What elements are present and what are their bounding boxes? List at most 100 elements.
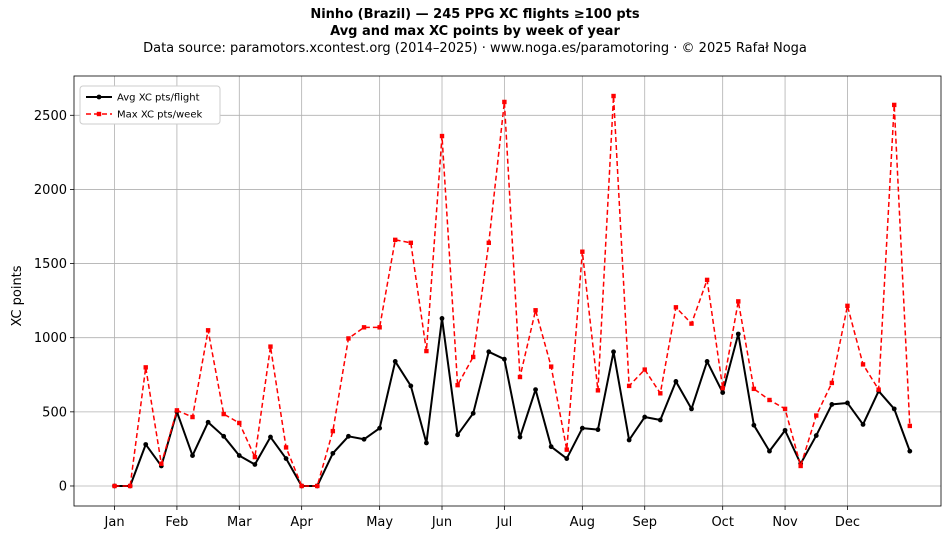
x-tick-label-may: May xyxy=(366,515,393,530)
data-point-avg xyxy=(813,433,819,438)
y-tick-label: 1000 xyxy=(34,331,67,346)
legend: Avg XC pts/flight Max XC pts/week xyxy=(79,85,221,125)
x-tick-label-aug: Aug xyxy=(570,515,595,530)
data-point-max xyxy=(798,463,803,469)
data-point-max xyxy=(689,321,694,326)
data-point-max xyxy=(658,391,663,396)
data-point-avg xyxy=(346,433,351,439)
data-point-avg xyxy=(455,432,461,438)
data-point-avg xyxy=(860,422,866,427)
data-point-avg xyxy=(501,356,507,362)
data-point-max xyxy=(814,413,819,418)
data-point-max xyxy=(424,348,429,354)
data-point-avg xyxy=(907,448,913,454)
data-point-max xyxy=(502,99,507,105)
data-point-avg xyxy=(221,433,227,439)
legend-avg-label: Avg XC pts/flight xyxy=(117,93,200,104)
data-point-max xyxy=(782,406,788,412)
data-point-avg xyxy=(579,425,585,431)
data-point-max xyxy=(377,325,382,330)
data-point-avg xyxy=(283,456,289,461)
legend-max-marker xyxy=(96,111,102,117)
data-point-max xyxy=(283,445,289,450)
y-tick-label: 2000 xyxy=(34,183,67,198)
data-point-max xyxy=(112,483,117,489)
data-point-max xyxy=(393,237,398,243)
data-point-avg xyxy=(657,417,663,423)
plot-frame xyxy=(73,75,942,507)
data-point-max xyxy=(159,461,164,466)
data-point-max xyxy=(845,303,850,309)
y-tick-label: 1500 xyxy=(34,257,67,272)
data-point-avg xyxy=(782,427,788,433)
data-point-max xyxy=(361,325,367,330)
data-point-avg xyxy=(626,437,632,443)
series-line-avg xyxy=(114,317,911,487)
data-point-max xyxy=(876,387,881,392)
data-point-max xyxy=(205,328,211,333)
data-point-avg xyxy=(720,390,726,395)
grid-layer xyxy=(74,76,941,506)
data-point-max xyxy=(408,240,414,246)
data-point-max xyxy=(455,382,460,388)
data-point-avg xyxy=(891,406,897,412)
data-point-avg xyxy=(548,444,554,450)
legend-avg-marker xyxy=(96,94,102,100)
data-point-max xyxy=(751,386,757,392)
data-point-max xyxy=(595,388,601,393)
data-point-avg xyxy=(205,419,211,425)
data-point-avg xyxy=(236,453,242,458)
data-point-max xyxy=(860,362,866,367)
data-point-max xyxy=(642,367,647,372)
x-tick-label-oct: Oct xyxy=(711,515,733,530)
x-tick-label-jul: Jul xyxy=(496,515,513,530)
x-tick-label-jun: Jun xyxy=(431,515,452,530)
x-tick-label-dec: Dec xyxy=(835,515,860,530)
series-line-max xyxy=(114,95,911,487)
chart-subtitle: Avg and max XC points by week of year xyxy=(330,24,620,39)
x-tick-label-jan: Jan xyxy=(104,515,125,530)
legend-max-label: Max XC pts/week xyxy=(117,110,202,121)
y-tick-label: 2500 xyxy=(34,109,67,124)
data-point-max xyxy=(704,277,710,283)
data-point-avg xyxy=(735,331,741,337)
data-point-max xyxy=(190,414,195,420)
data-point-max xyxy=(299,483,304,489)
data-point-max xyxy=(907,423,913,429)
x-tick-label-nov: Nov xyxy=(772,515,798,530)
y-tick-label: 500 xyxy=(42,405,67,420)
data-point-max xyxy=(330,428,336,434)
data-point-max xyxy=(533,308,538,313)
x-tick-label-apr: Apr xyxy=(290,515,313,530)
x-tick-label-mar: Mar xyxy=(227,515,252,530)
data-point-avg xyxy=(252,462,258,467)
chart-title: Ninho (Brazil) — 245 PPG XC flights ≥100… xyxy=(310,7,640,22)
data-point-avg xyxy=(642,414,648,420)
data-point-avg xyxy=(424,440,429,446)
data-point-max xyxy=(237,420,242,426)
data-point-max xyxy=(143,365,148,370)
data-point-avg xyxy=(845,400,850,406)
data-point-avg xyxy=(829,402,835,407)
data-point-max xyxy=(720,385,725,391)
data-point-max xyxy=(767,397,772,403)
data-point-avg xyxy=(486,349,492,355)
data-point-max xyxy=(626,383,632,389)
data-point-avg xyxy=(408,383,414,389)
data-point-avg xyxy=(595,427,601,433)
data-point-max xyxy=(268,344,273,349)
data-point-max xyxy=(580,249,585,254)
data-point-avg xyxy=(611,349,616,355)
series-layer xyxy=(112,93,913,489)
data-point-max xyxy=(736,299,741,304)
data-point-max xyxy=(439,133,445,139)
y-axis-label: XC points xyxy=(10,265,25,326)
data-point-max xyxy=(829,380,835,386)
data-point-max xyxy=(892,102,897,108)
y-tick-label: 0 xyxy=(59,479,67,494)
data-point-max xyxy=(127,483,133,489)
data-point-avg xyxy=(564,456,570,461)
data-point-avg xyxy=(377,425,383,431)
data-point-avg xyxy=(767,448,772,454)
